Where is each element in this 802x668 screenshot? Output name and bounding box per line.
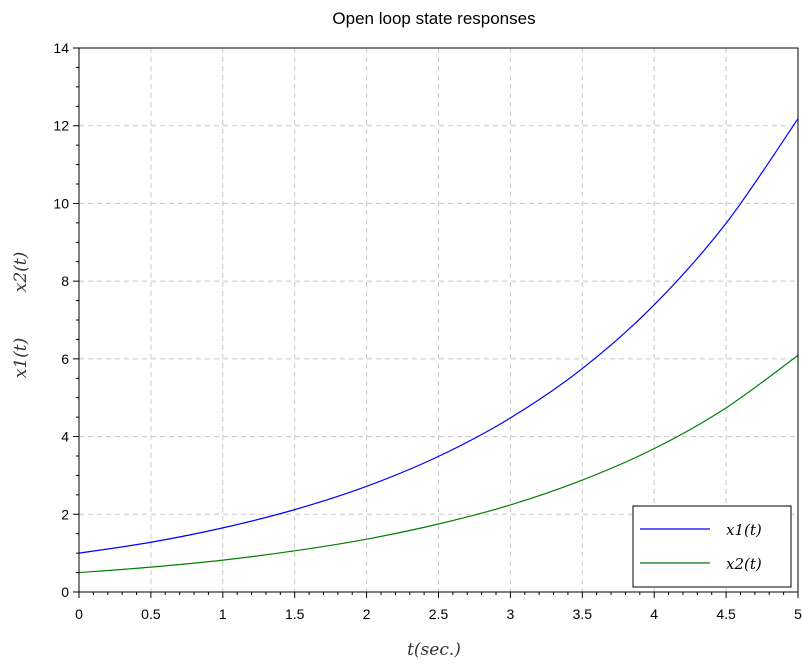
x-tick-label: 4.5 [716,606,736,622]
y-tick-label: 8 [61,273,69,289]
series-line-1 [78,118,799,554]
y-axis-label: x1(t) x2(t) [11,252,31,379]
y-tick-label: 14 [53,40,69,56]
legend-label-x1: x1(t) [726,521,762,539]
legend-label-x2: x2(t) [726,555,762,573]
x-tick-label: 2 [363,606,371,622]
y-tick-label: 0 [61,584,69,600]
x-axis-label: t(sec.) [407,640,461,660]
x-tick-label: 1.5 [285,606,305,622]
x-tick-label: 3.5 [573,606,593,622]
x-tick-label: 3 [507,606,515,622]
legend-box [632,505,792,588]
y-tick-label: 6 [61,351,69,367]
y-axis-label-x1: x1(t) [11,338,31,379]
y-tick-label: 10 [53,195,69,211]
x-tick-label: 1 [219,606,227,622]
y-tick-label: 2 [61,506,69,522]
x-tick-label: 0.5 [141,606,161,622]
plot-lines [78,118,799,574]
y-axis-label-x2: x2(t) [11,252,31,293]
ticks: 0 0.5 1 1.5 2 2.5 3 3.5 4 4.5 5 0 2 4 6 8 10 12 14 [53,40,802,622]
chart-title: Open loop state responses [332,9,535,28]
grid [79,48,798,592]
x-tick-label: 4 [650,606,658,622]
series-line-2 [78,354,799,574]
x-tick-label: 0 [75,606,83,622]
y-tick-label: 12 [53,118,69,134]
legend: x1(t) x2(t) [632,505,792,588]
x-tick-label: 2.5 [429,606,449,622]
y-tick-label: 4 [61,429,69,445]
x-tick-label: 5 [794,606,802,622]
